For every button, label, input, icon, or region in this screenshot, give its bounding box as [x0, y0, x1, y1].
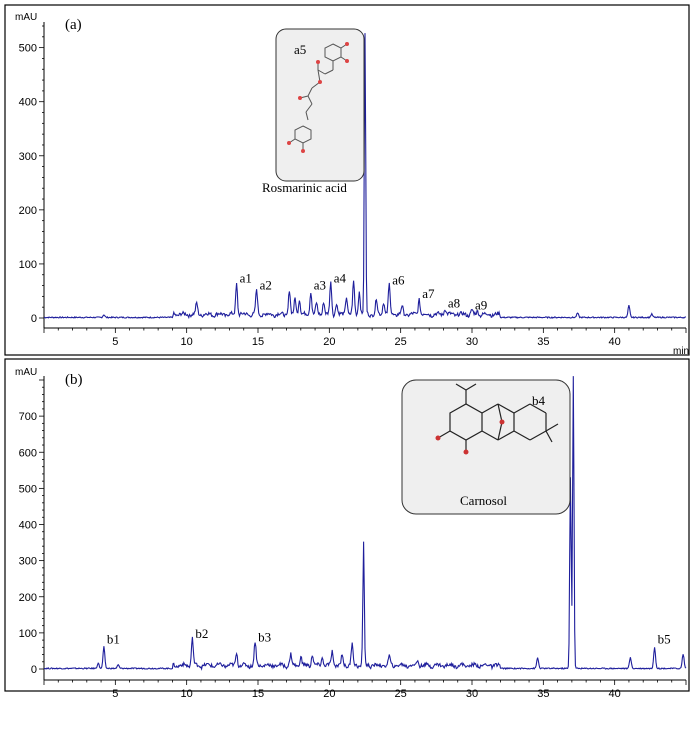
carnosol-inset: b4 [401, 379, 571, 515]
panel-a-xunit: min [673, 346, 689, 357]
x-tick-label: 25 [395, 688, 407, 700]
carnosol-structure-box [401, 379, 571, 515]
x-tick-label: 40 [609, 688, 621, 700]
peak-label-a8: a8 [448, 296, 460, 311]
panel-a-yunit: mAU [15, 12, 37, 23]
x-tick-label: 15 [252, 336, 264, 348]
panel-b-yunit: mAU [15, 367, 37, 378]
carnosol-structure-icon [437, 383, 559, 452]
y-tick-label: 200 [19, 592, 37, 604]
x-tick-label: 30 [466, 336, 478, 348]
y-tick-label: 100 [19, 628, 37, 640]
y-tick-label: 400 [19, 520, 37, 532]
y-tick-label: 500 [19, 483, 37, 495]
rosmarinic-acid-structure-box [275, 28, 365, 182]
inset-a5-label: a5 [294, 42, 306, 57]
peak-label-b1: b1 [107, 631, 120, 646]
y-tick-label: 600 [19, 447, 37, 459]
peak-label-a7: a7 [422, 286, 435, 301]
peak-label-b5: b5 [658, 631, 671, 646]
x-tick-label: 5 [112, 688, 118, 700]
panel-a-axes [43, 22, 686, 329]
x-tick-label: 40 [609, 336, 621, 348]
y-tick-label: 300 [19, 556, 37, 568]
panel-b-label: (b) [65, 372, 83, 388]
y-tick-label: 0 [31, 664, 37, 676]
peak-label-b3: b3 [258, 630, 271, 645]
carnosol-atoms [435, 419, 505, 455]
panel-a: mAU (a) min 0 100 200 300 400 500 5 10 15 20 25 30 3… [15, 12, 689, 357]
panel-b-axes [43, 376, 686, 681]
carnosol-caption: Carnosol [460, 493, 507, 508]
x-tick-label: 10 [181, 688, 193, 700]
peak-label-a3: a3 [314, 278, 326, 293]
y-tick-label: 500 [19, 43, 37, 55]
x-tick-label: 30 [466, 688, 478, 700]
peak-label-a4: a4 [334, 271, 347, 286]
inset-b4-label: b4 [532, 393, 546, 408]
rosmarinic-acid-inset: a5 [262, 28, 365, 195]
peak-label-a6: a6 [392, 272, 405, 287]
panel-a-peak-labels: a1 a2 a3 a4 a6 a7 a8 a9 [240, 271, 488, 313]
rosmarinic-acid-atoms [287, 42, 349, 153]
panel-b-frame [4, 358, 690, 692]
panel-b-trace [43, 376, 687, 671]
panel-b-peak-labels: b1 b2 b3 b5 [107, 626, 671, 646]
x-tick-label: 15 [252, 688, 264, 700]
panel-a-frame [4, 4, 690, 356]
peak-label-a1: a1 [240, 271, 252, 286]
panel-a-label: (a) [65, 17, 82, 33]
x-tick-label: 20 [323, 336, 335, 348]
y-tick-label: 200 [19, 205, 37, 217]
panel-a-ticks: 0 100 200 300 400 500 5 10 15 20 25 30 35 40 [19, 25, 687, 348]
x-tick-label: 25 [395, 336, 407, 348]
rosmarinic-acid-caption: Rosmarinic acid [262, 180, 347, 195]
y-tick-label: 300 [19, 151, 37, 163]
y-tick-label: 0 [31, 313, 37, 325]
panel-b: mAU (b) 0 100 200 300 400 500 600 700 5 10 15 20 25 3… [15, 367, 687, 700]
x-tick-label: 35 [537, 336, 549, 348]
panel-b-ticks: 0 100 200 300 400 500 600 700 5 10 15 20 25 30 35 40 [19, 379, 687, 700]
peak-label-a9: a9 [475, 298, 487, 313]
peak-label-b2: b2 [195, 626, 208, 641]
x-tick-label: 20 [323, 688, 335, 700]
y-tick-label: 700 [19, 411, 37, 423]
x-tick-label: 35 [537, 688, 549, 700]
x-tick-label: 10 [181, 336, 193, 348]
x-tick-label: 5 [112, 336, 118, 348]
peak-label-a2: a2 [260, 278, 272, 293]
y-tick-label: 100 [19, 259, 37, 271]
panel-a-trace [43, 33, 687, 320]
y-tick-label: 400 [19, 97, 37, 109]
